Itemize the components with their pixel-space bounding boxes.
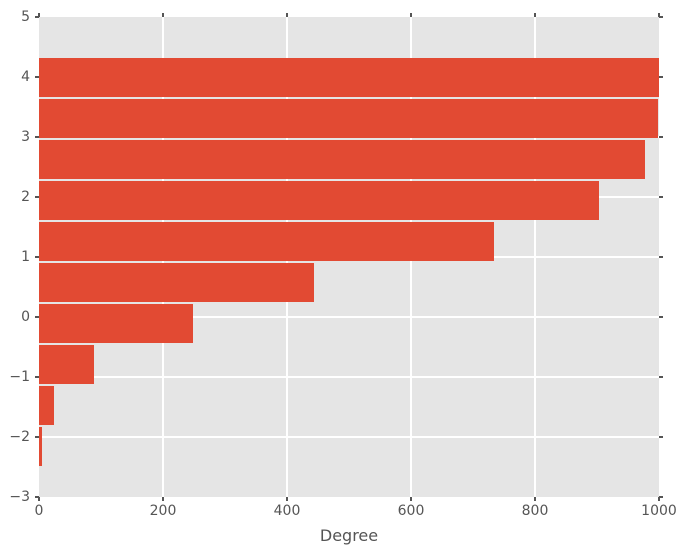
y-tick-mark xyxy=(35,136,39,138)
y-tick-label: 1 xyxy=(21,248,30,265)
x-tick-mark xyxy=(410,497,412,501)
y-tick-mark xyxy=(35,256,39,258)
bar xyxy=(39,181,599,221)
bar xyxy=(39,99,658,139)
bar xyxy=(39,304,194,344)
y-tick-mark xyxy=(35,496,39,498)
bar xyxy=(39,386,54,425)
y-tick-label: 2 xyxy=(21,188,30,205)
bar xyxy=(39,140,645,180)
x-tick-label: 200 xyxy=(149,503,177,519)
x-tick-mark xyxy=(658,13,660,17)
bar xyxy=(39,427,43,466)
y-gridline xyxy=(39,436,659,438)
x-tick-label: 0 xyxy=(34,503,44,519)
y-tick-mark xyxy=(35,316,39,318)
y-tick-mark xyxy=(659,256,663,258)
y-gridline xyxy=(39,376,659,378)
y-tick-mark xyxy=(659,76,663,78)
bar xyxy=(39,58,659,98)
y-tick-mark xyxy=(659,436,663,438)
x-tick-label: 400 xyxy=(273,503,301,519)
y-tick-mark xyxy=(659,376,663,378)
y-gridline xyxy=(39,316,659,318)
y-tick-label: −3 xyxy=(9,488,30,505)
bar xyxy=(39,345,95,385)
x-axis-label: Degree xyxy=(319,526,379,545)
x-tick-mark xyxy=(286,13,288,17)
x-tick-mark xyxy=(534,497,536,501)
y-tick-mark xyxy=(35,376,39,378)
y-tick-mark xyxy=(659,16,663,18)
y-tick-mark xyxy=(35,196,39,198)
bar xyxy=(39,222,495,262)
x-tick-label: 800 xyxy=(521,503,549,519)
y-tick-label: 5 xyxy=(21,8,30,25)
x-tick-mark xyxy=(38,13,40,17)
y-tick-mark xyxy=(659,496,663,498)
x-tick-mark xyxy=(162,497,164,501)
y-tick-mark xyxy=(35,436,39,438)
x-tick-mark xyxy=(162,13,164,17)
x-tick-mark xyxy=(410,13,412,17)
x-tick-mark xyxy=(534,13,536,17)
y-tick-mark xyxy=(35,16,39,18)
y-tick-label: 3 xyxy=(21,128,30,145)
bar xyxy=(39,263,315,303)
y-tick-mark xyxy=(35,76,39,78)
x-tick-mark xyxy=(286,497,288,501)
x-tick-label: 600 xyxy=(397,503,425,519)
y-tick-label: −2 xyxy=(9,428,30,445)
x-tick-label: 1000 xyxy=(641,503,677,519)
x-tick-mark xyxy=(658,497,660,501)
y-tick-label: 4 xyxy=(21,68,30,85)
y-tick-label: −1 xyxy=(9,368,30,385)
plot-area xyxy=(39,17,659,497)
x-tick-mark xyxy=(38,497,40,501)
y-tick-mark xyxy=(659,136,663,138)
y-tick-mark xyxy=(659,316,663,318)
y-tick-label: 0 xyxy=(21,308,30,325)
y-tick-mark xyxy=(659,196,663,198)
